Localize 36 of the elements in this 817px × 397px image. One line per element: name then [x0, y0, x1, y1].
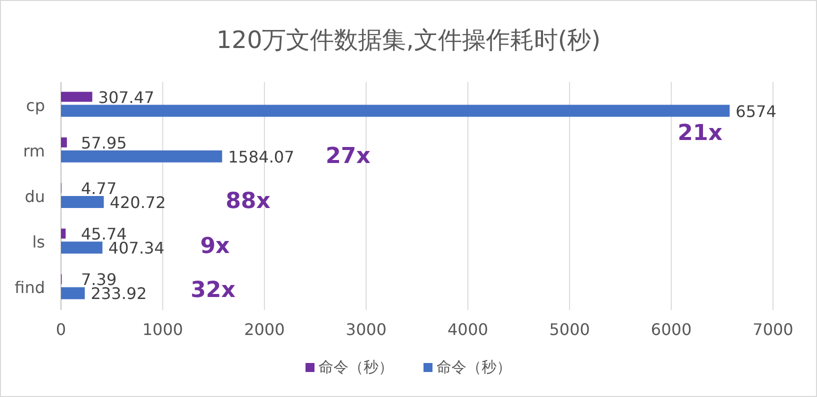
data-label: 57.95: [81, 133, 127, 152]
y-tick-label: ls: [32, 232, 45, 252]
bar: [61, 137, 67, 148]
data-label: 1584.07: [228, 147, 294, 166]
data-label: 233.92: [90, 284, 147, 304]
x-tick-label: 2000: [244, 320, 285, 339]
x-tick-label: 0: [56, 320, 66, 339]
legend-label: 命令（秒）: [318, 358, 394, 376]
chart-title: 120万文件数据集,文件操作耗时(秒): [216, 26, 601, 54]
bar: [61, 228, 66, 239]
annotation: 88x: [226, 189, 270, 214]
data-label: 6574: [736, 102, 776, 121]
bar: [61, 242, 102, 254]
data-label: 407.34: [108, 238, 164, 258]
bar: [61, 150, 222, 162]
y-tick-label: rm: [23, 141, 45, 160]
x-tick-label: 6000: [650, 320, 692, 339]
annotation: 27x: [326, 144, 370, 169]
x-tick-label: 3000: [346, 320, 386, 339]
y-tick-label: find: [14, 278, 45, 298]
x-tick-label: 1000: [142, 320, 184, 339]
y-tick-label: du: [24, 187, 45, 206]
y-tick-label: cp: [26, 96, 45, 115]
x-tick-label: 4000: [448, 320, 488, 339]
bar: [61, 196, 104, 208]
annotation: 21x: [678, 121, 722, 146]
annotation: 9x: [200, 234, 230, 259]
x-tick-label: 7000: [752, 320, 794, 339]
legend-label: 命令（秒）: [436, 358, 512, 376]
data-label: 307.47: [98, 88, 154, 107]
bar: [61, 287, 85, 300]
x-tick-label: 5000: [549, 320, 590, 339]
data-label: 420.72: [110, 193, 166, 212]
bar: [61, 92, 92, 102]
bar: [61, 104, 730, 117]
annotation: 32x: [190, 278, 236, 303]
